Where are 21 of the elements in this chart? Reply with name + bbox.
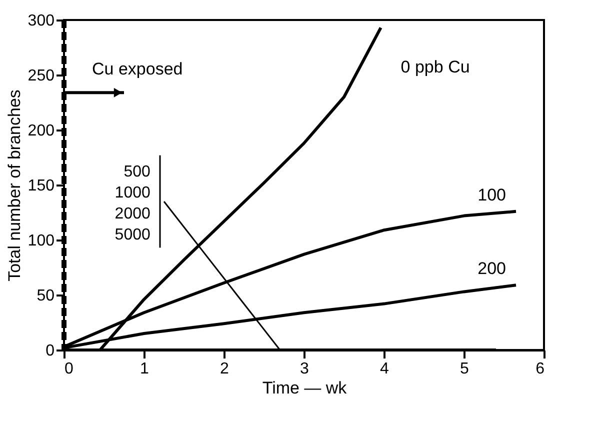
series-label: 100 xyxy=(478,185,506,204)
x-tick-label: 3 xyxy=(300,360,310,378)
ref-line-label: Cu exposed xyxy=(92,60,183,78)
y-axis-title: Total number of branches xyxy=(4,90,24,282)
y-tick-label: 200 xyxy=(28,122,55,140)
y-tick-label: 250 xyxy=(28,68,55,84)
x-tick-label: 1 xyxy=(140,360,150,378)
x-tick-label: 4 xyxy=(380,360,390,378)
series-label: 0 ppb Cu xyxy=(400,58,470,77)
x-tick-label: 5 xyxy=(460,360,470,378)
y-tick-label: 300 xyxy=(28,12,55,30)
y-tick-label: 0 xyxy=(46,342,55,360)
text: 500 1000 2000 5000 xyxy=(114,164,150,244)
x-tick-label: 6 xyxy=(536,360,545,378)
series-label: 200 xyxy=(478,259,506,278)
y-tick-label: 50 xyxy=(36,288,55,304)
x-tick-label: 2 xyxy=(220,360,230,378)
x-tick-label: 0 xyxy=(64,360,74,378)
x-axis-title: Time — wk xyxy=(262,378,348,398)
y-tick-label: 100 xyxy=(28,232,55,250)
y-tick-label: 150 xyxy=(28,178,55,194)
